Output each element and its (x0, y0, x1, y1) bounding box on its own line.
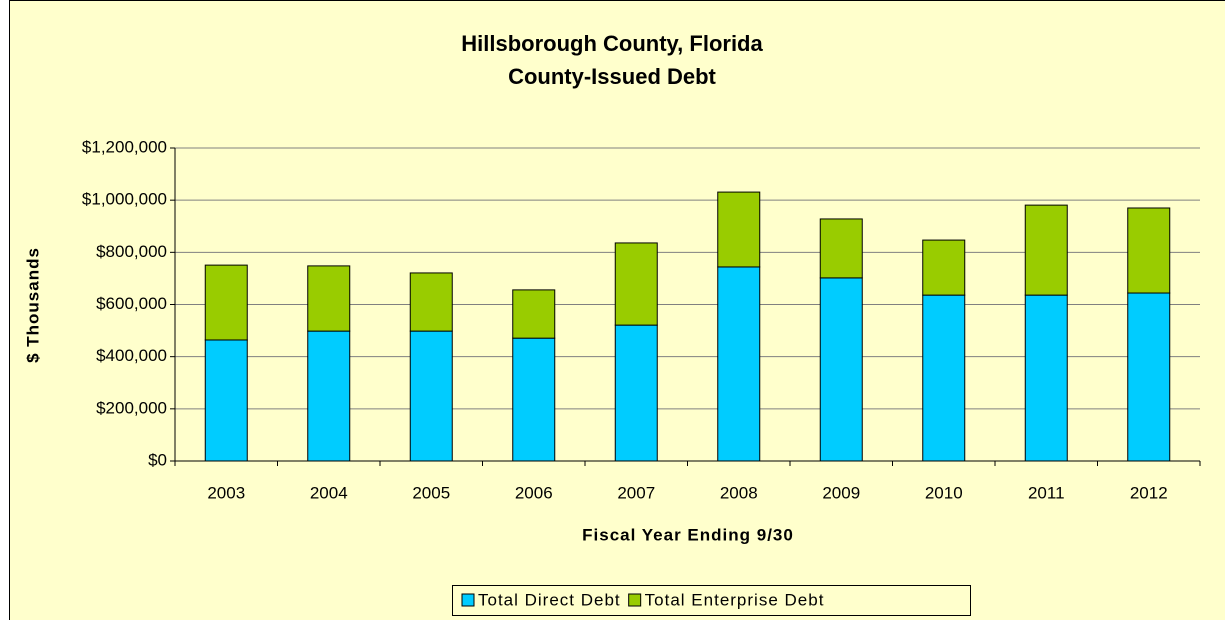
x-tick-label: 2010 (925, 483, 963, 502)
legend (452, 585, 971, 616)
x-tick-label: 2005 (412, 483, 450, 502)
y-tick-label: $0 (148, 450, 167, 469)
bar (307, 265, 351, 332)
bar (1127, 207, 1171, 294)
bar (204, 339, 248, 462)
bar (922, 239, 966, 296)
bar (512, 337, 556, 462)
y-tick-label: $800,000 (96, 242, 167, 261)
bar (819, 218, 863, 279)
legend-swatch (628, 593, 642, 607)
bar (614, 324, 658, 462)
x-tick-label: 2011 (1028, 483, 1065, 502)
bar (1024, 294, 1068, 462)
x-tick-label: 2008 (720, 483, 758, 502)
bar (1024, 204, 1068, 296)
x-tick-label: 2004 (310, 483, 348, 502)
bar (409, 330, 453, 462)
y-tick-label: $1,200,000 (82, 137, 167, 156)
bar (717, 191, 761, 268)
x-tick-label: 2006 (515, 483, 553, 502)
bar (409, 272, 453, 332)
x-tick-label: 2003 (207, 483, 245, 502)
bar (819, 277, 863, 462)
bar (922, 294, 966, 462)
y-tick-label: $200,000 (96, 398, 167, 417)
y-tick-label: $1,000,000 (82, 190, 167, 209)
bar (512, 289, 556, 339)
bar (1127, 292, 1171, 462)
x-tick-label: 2007 (617, 483, 655, 502)
bar (614, 242, 658, 326)
bar (307, 330, 351, 462)
x-tick-label: 2009 (822, 483, 860, 502)
y-axis-title: $ Thousands (23, 247, 42, 363)
y-tick-label: $600,000 (96, 294, 167, 313)
legend-label: Total Enterprise Debt (645, 590, 825, 609)
chart-title: Hillsborough County, Florida (461, 31, 763, 56)
x-tick-label: 2012 (1130, 483, 1168, 502)
legend-label: Total Direct Debt (478, 590, 621, 609)
bar (204, 264, 248, 341)
legend-swatch (461, 593, 475, 607)
x-axis-title: Fiscal Year Ending 9/30 (582, 525, 794, 544)
bar (717, 266, 761, 462)
chart-subtitle: County-Issued Debt (508, 64, 716, 89)
y-tick-label: $400,000 (96, 346, 167, 365)
